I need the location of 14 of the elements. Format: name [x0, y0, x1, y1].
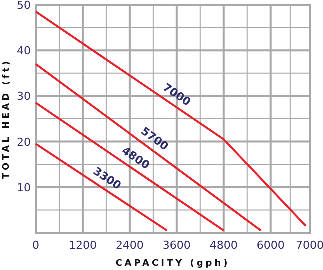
x-tick-label: 1200 [68, 239, 97, 252]
y-tick-label: 10 [17, 181, 31, 194]
y-axis-title: TOTAL HEAD (ft) [2, 58, 12, 180]
y-tick-label: 40 [17, 44, 31, 58]
y-tick-label: 30 [17, 90, 31, 104]
x-tick-label: 6000 [256, 239, 285, 252]
y-tick-label: 50 [17, 0, 31, 12]
x-tick-label: 2400 [116, 239, 144, 252]
y-tick-label: 20 [17, 136, 31, 149]
x-tick-label: 7000 [296, 239, 323, 252]
x-axis-title: CAPACITY (gph) [116, 259, 230, 269]
x-tick-label: 0 [32, 239, 40, 252]
x-tick-label: 3600 [162, 239, 191, 252]
x-tick-label: 4800 [210, 239, 238, 252]
